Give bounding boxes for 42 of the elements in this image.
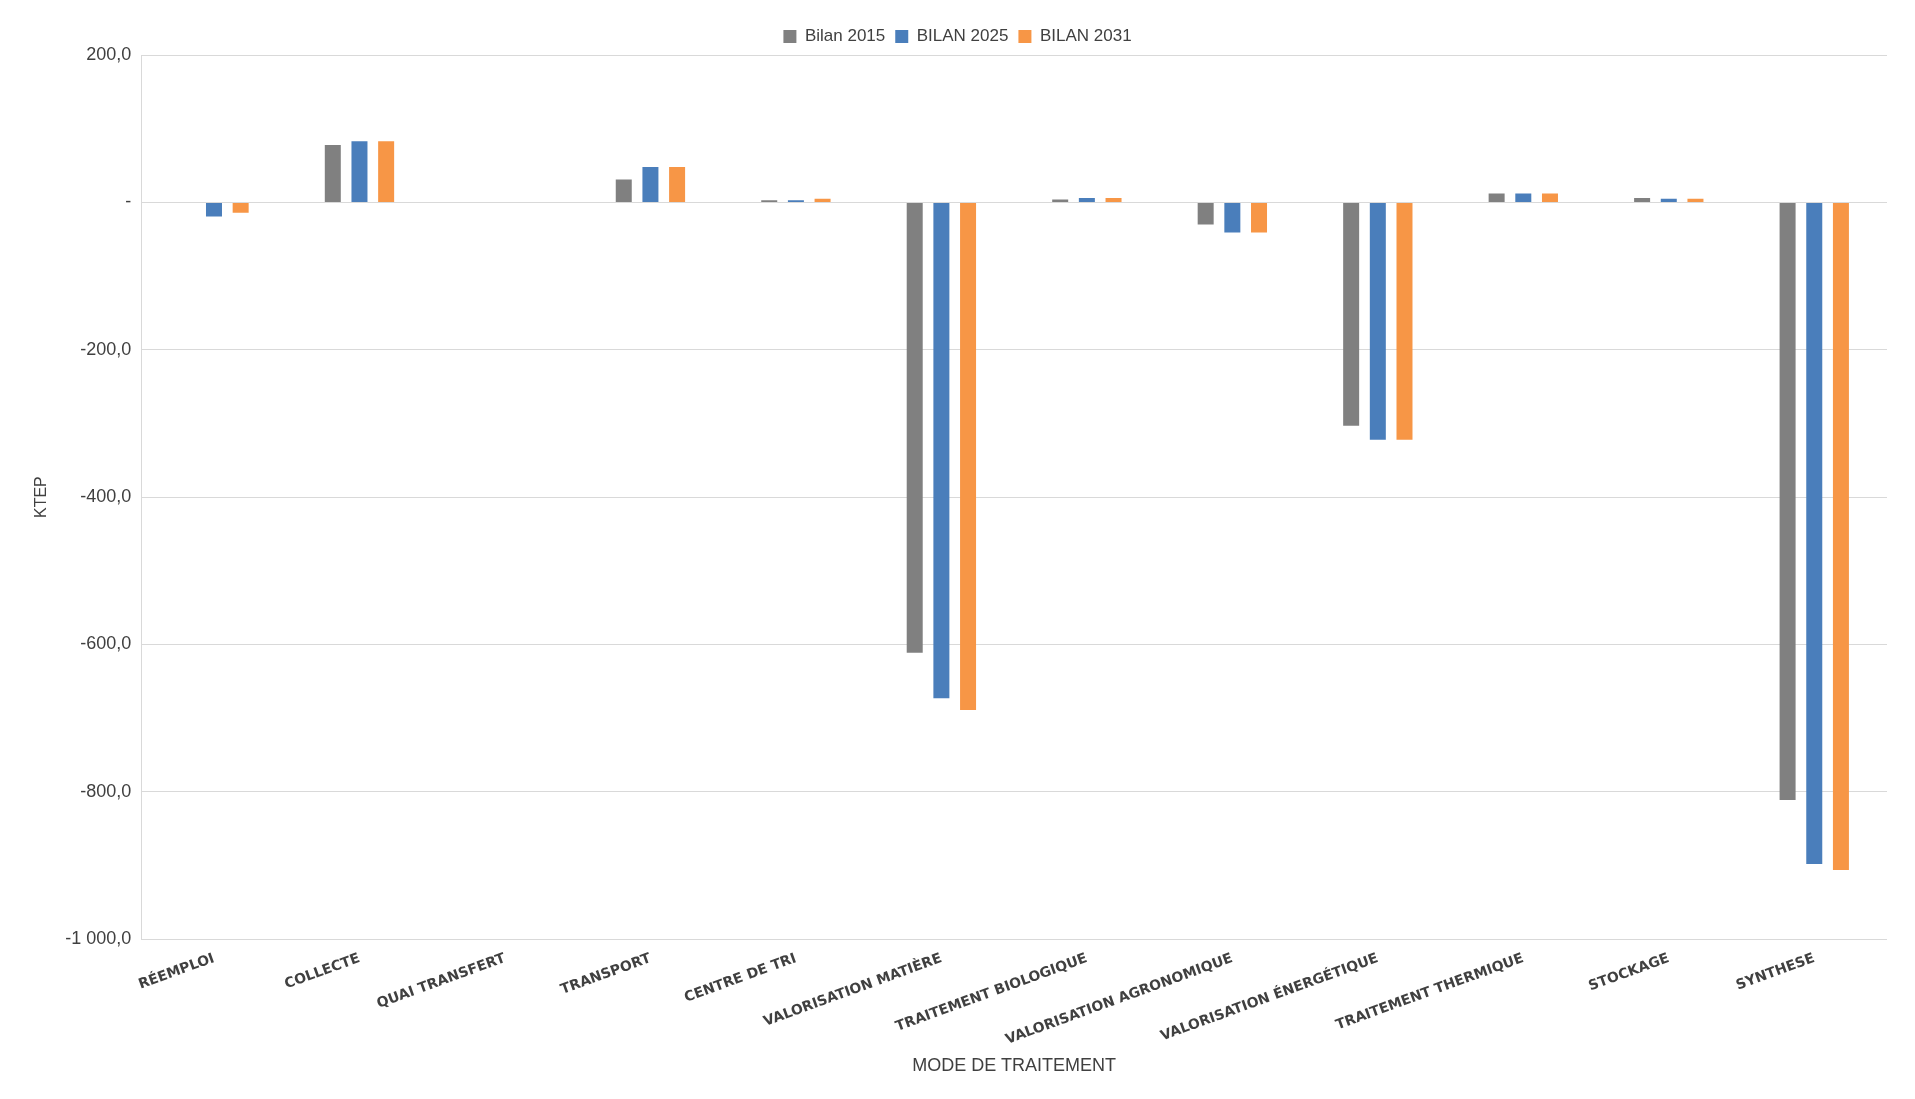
y-axis-title: KTEP: [32, 476, 50, 519]
bar: [205, 202, 222, 217]
bar: [960, 202, 977, 711]
bar: [615, 179, 632, 202]
bar: [1396, 202, 1413, 440]
bar: [1660, 198, 1677, 202]
y-tick-label: -600,0: [80, 633, 132, 654]
legend-label: BILAN 2025: [916, 26, 1009, 46]
bar: [669, 167, 686, 202]
bar: [1515, 193, 1532, 202]
bar: [1105, 197, 1122, 202]
bar: [906, 202, 923, 653]
bar: [1224, 202, 1241, 233]
y-tick-label: -200,0: [80, 338, 132, 359]
y-tick-label: -: [125, 191, 132, 212]
y-tick-label: -1 000,0: [65, 928, 132, 949]
bar: [1343, 202, 1360, 426]
y-tick-label: -400,0: [80, 486, 132, 507]
bar: [1052, 199, 1069, 202]
bar: [933, 202, 950, 699]
bar: [1806, 202, 1823, 865]
bar: [1078, 197, 1095, 202]
x-axis-title: MODE DE TRAITEMENT: [912, 1055, 1116, 1076]
bar: [1634, 197, 1651, 202]
bar: [1488, 193, 1505, 202]
bar: [1541, 193, 1558, 202]
legend-label: Bilan 2015: [804, 26, 886, 46]
bar: [1369, 202, 1386, 440]
bar: [1779, 202, 1796, 801]
bar: [1197, 202, 1214, 225]
bar: [814, 198, 831, 202]
y-tick-label: 200,0: [86, 43, 132, 64]
bar: [642, 167, 659, 202]
bar: [232, 202, 249, 213]
bar: [1687, 198, 1704, 202]
y-tick-label: -800,0: [80, 780, 132, 801]
bar: [1832, 202, 1849, 871]
bar: [351, 141, 368, 202]
bar: [1251, 202, 1268, 233]
bar: [378, 141, 395, 202]
bar: [324, 144, 341, 202]
legend-label: BILAN 2031: [1039, 26, 1132, 46]
